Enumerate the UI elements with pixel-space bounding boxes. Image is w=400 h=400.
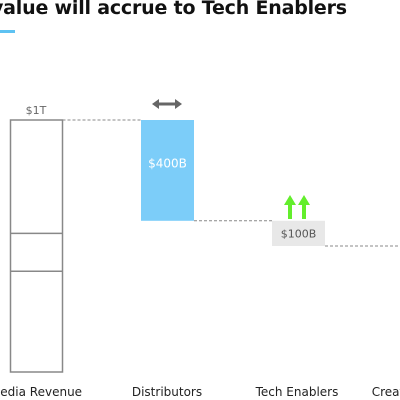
category-label: Distributors	[132, 385, 202, 399]
media-revenue-value-label: $1T	[26, 104, 47, 117]
category-label: Media Revenue	[0, 385, 82, 399]
tech-enablers-bar	[272, 220, 325, 246]
indicators	[152, 99, 310, 219]
distributors-bar	[141, 120, 194, 221]
arrowhead-left-icon	[152, 99, 159, 109]
connector-lines	[62, 119, 400, 247]
title-accent-underline	[0, 30, 15, 33]
category-label: Tech Enablers	[255, 385, 339, 399]
category-labels: Media Revenue Distributors Tech Enablers Cr…	[0, 385, 400, 399]
bars	[9, 119, 325, 373]
tech-enablers-value-label: $100B	[281, 227, 317, 240]
data-labels: $1T $400B $100B	[26, 104, 317, 240]
arrowhead-right-icon	[175, 99, 182, 109]
category-label: Creat	[372, 385, 400, 399]
up-arrow-head-icon	[298, 195, 310, 205]
up-arrow-shaft-icon	[288, 203, 292, 219]
chart-title: value will accrue to Tech Enablers	[0, 0, 347, 19]
media-revenue-bar	[9, 119, 64, 373]
up-arrow-shaft-icon	[302, 203, 306, 219]
up-arrow-head-icon	[284, 195, 296, 205]
distributors-value-label: $400B	[148, 156, 187, 170]
